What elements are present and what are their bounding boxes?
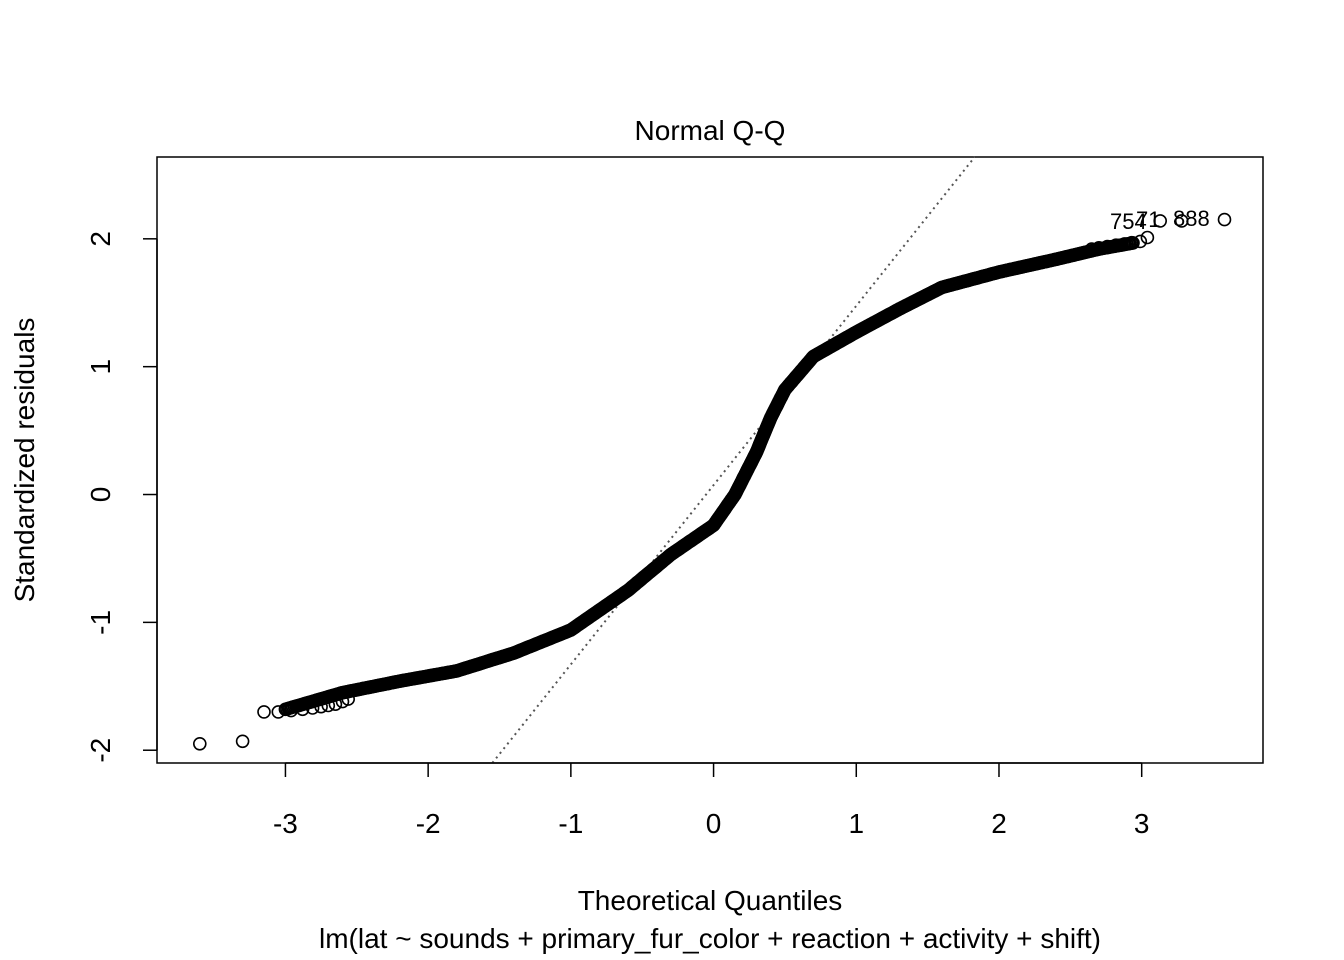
data-point [1217,212,1232,227]
outlier-labels: 754 71 888 [1110,206,1210,234]
data-point [235,734,250,749]
qq-reference-line [491,156,976,764]
data-point [1117,237,1132,251]
data-point [1084,242,1099,256]
x-tick-label: -3 [273,808,298,839]
x-tick-label: 0 [706,808,722,839]
data-point [1140,230,1155,245]
data-point [314,699,328,714]
data-point [328,697,343,712]
x-tick-label: 2 [991,808,1007,839]
data-point [1124,235,1139,250]
data-point [1100,239,1115,254]
x-tick-label: 1 [848,808,864,839]
data-point [341,692,356,706]
y-tick-label: 1 [85,359,116,375]
y-axis-label: Standardized residuals [9,318,40,603]
data-point [257,705,271,719]
outlier-label-888: 888 [1173,206,1210,231]
x-tick-label: -1 [558,808,583,839]
points-layer [193,212,1232,751]
y-tick-label: -2 [85,738,116,763]
x-tick-label: 3 [1134,808,1150,839]
data-point [321,698,336,713]
x-axis: -3 -2 -1 0 1 2 3 [273,762,1150,839]
reference-line-layer [491,156,976,764]
chart-title: Normal Q-Q [635,115,786,146]
data-point [1174,214,1189,228]
data-point [193,736,207,751]
data-point [271,705,286,719]
data-point [295,702,310,717]
data-point [1133,234,1148,249]
x-axis-label: Theoretical Quantiles [578,885,843,916]
x-tick-label: -2 [416,808,441,839]
outlier-label-754: 754 [1110,209,1147,234]
data-point [305,701,320,715]
y-tick-label: 0 [85,487,116,503]
data-point [1153,214,1167,228]
data-point [1092,241,1106,255]
data-point [1109,238,1123,252]
y-tick-label: 2 [85,231,116,247]
outlier-label-71: 71 [1136,207,1160,232]
y-tick-label: -1 [85,610,116,635]
caption: lm(lat ~ sounds + primary_fur_color + re… [319,923,1101,954]
y-axis: -2 -1 0 1 2 [85,231,158,763]
